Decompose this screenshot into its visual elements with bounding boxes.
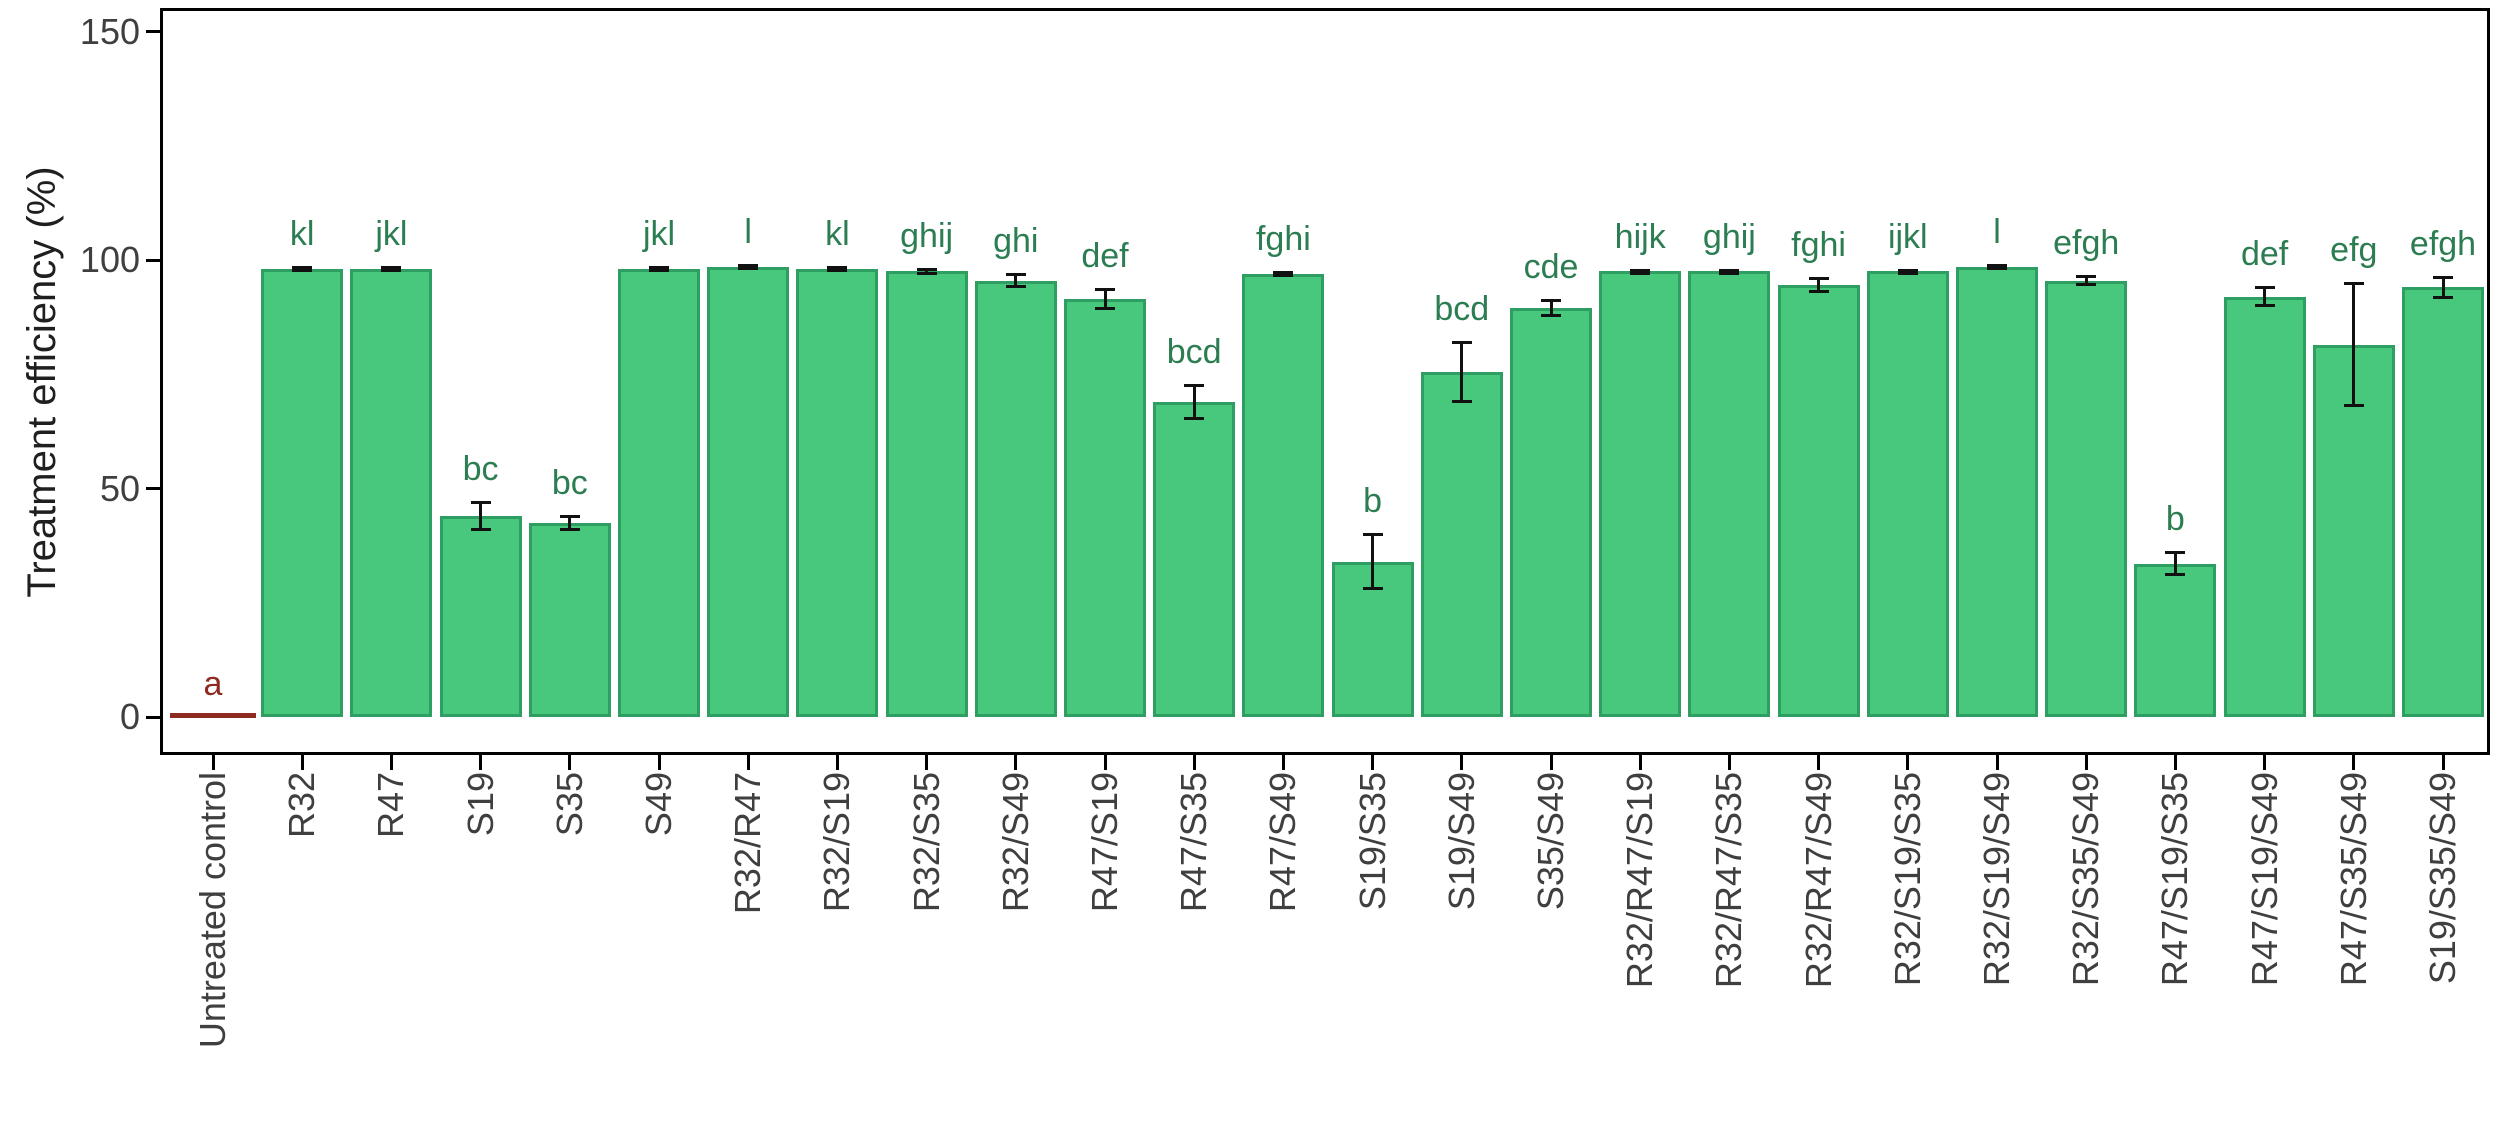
x-axis-tick xyxy=(1817,755,1821,770)
x-axis-tick xyxy=(2263,755,2267,770)
x-axis-tick xyxy=(1995,755,1999,770)
x-axis-tick xyxy=(1014,755,1018,770)
x-axis-tick xyxy=(1281,755,1285,770)
x-axis-tick xyxy=(1371,755,1375,770)
x-tick-label: S35 xyxy=(548,772,590,837)
x-axis-tick xyxy=(1460,755,1464,770)
x-tick-label: R32/S19 xyxy=(816,772,858,913)
x-axis-tick xyxy=(1727,755,1731,770)
x-axis-tick xyxy=(2441,755,2445,770)
x-tick-label: S19/S35 xyxy=(1351,772,1393,911)
y-axis-tick xyxy=(146,487,160,490)
x-tick-label: S19/S49 xyxy=(1440,772,1482,911)
y-tick-label: 150 xyxy=(79,10,140,52)
x-axis-tick xyxy=(2352,755,2356,770)
y-tick-label: 100 xyxy=(79,239,140,280)
x-axis-tick xyxy=(211,755,215,770)
y-tick-label: 0 xyxy=(119,696,140,737)
y-axis-tick xyxy=(146,715,160,719)
x-tick-label: R32/S49 xyxy=(994,772,1036,913)
x-axis-tick xyxy=(1549,755,1553,770)
x-tick-label: R47/S19 xyxy=(1084,772,1125,913)
x-tick-label: S19/S35/S49 xyxy=(2422,772,2463,985)
x-tick-label: R47/S19/S35 xyxy=(2154,772,2196,987)
x-tick-label: S49 xyxy=(638,772,679,837)
x-tick-label: R32/S35 xyxy=(905,772,947,913)
x-tick-label: R32/R47/S49 xyxy=(1797,772,1839,989)
x-axis-tick xyxy=(1906,755,1910,770)
x-tick-label: R47/S49 xyxy=(1262,772,1304,913)
x-tick-label: R32 xyxy=(281,772,323,839)
x-tick-label: R47/S19/S49 xyxy=(2243,772,2285,987)
x-tick-label: R32/R47 xyxy=(727,772,769,915)
x-tick-label: R32/S35/S49 xyxy=(2065,772,2107,987)
x-axis-tick xyxy=(568,755,572,770)
plot-panel xyxy=(160,8,2490,755)
x-tick-label: R47/S35/S49 xyxy=(2332,772,2374,987)
x-axis-tick xyxy=(479,755,483,770)
y-axis-title: Treatment efficiency (%) xyxy=(20,166,64,598)
x-axis-tick xyxy=(1638,755,1642,770)
y-axis-tick xyxy=(146,30,160,33)
x-tick-label: R47 xyxy=(370,772,412,839)
x-axis-tick xyxy=(1192,755,1196,770)
x-axis-tick xyxy=(925,755,929,770)
x-axis-tick xyxy=(1103,755,1107,770)
x-axis-tick xyxy=(835,755,839,770)
x-axis-tick xyxy=(300,755,304,770)
x-tick-label: R47/S35 xyxy=(1173,772,1215,913)
x-axis-tick xyxy=(2173,755,2177,770)
x-tick-label: Untreated control xyxy=(192,772,233,1049)
x-tick-label: R32/R47/S35 xyxy=(1708,772,1750,989)
x-axis-tick xyxy=(657,755,661,770)
x-tick-label: S35/S49 xyxy=(1530,772,1571,911)
x-axis-tick xyxy=(2084,755,2088,770)
y-tick-label: 50 xyxy=(99,467,140,509)
x-tick-label: R32/S19/S35 xyxy=(1886,772,1928,987)
x-axis-tick xyxy=(746,755,750,770)
x-tick-label: S19 xyxy=(459,772,501,837)
x-tick-label: R32/S19/S49 xyxy=(1976,772,2017,987)
x-tick-label: R32/R47/S19 xyxy=(1619,772,1661,989)
y-axis-tick xyxy=(146,258,160,262)
x-axis-tick xyxy=(389,755,393,770)
